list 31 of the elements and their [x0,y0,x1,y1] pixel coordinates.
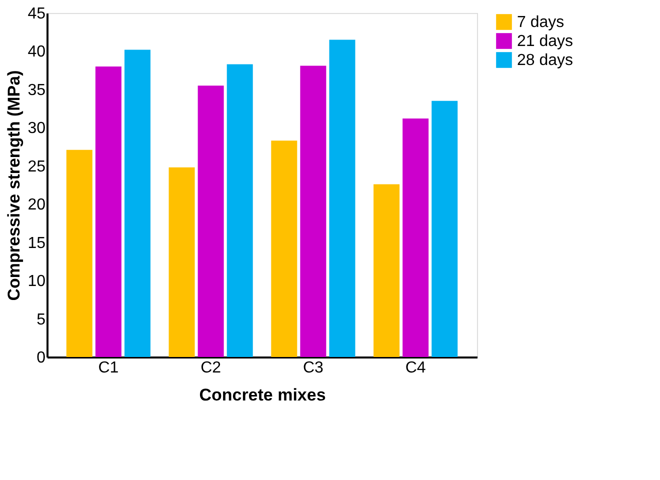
bar [300,66,326,357]
x-axis-title: Concrete mixes [199,386,326,404]
y-tick-label: 0 [36,350,46,366]
bar [198,86,224,357]
x-tick-label: C3 [302,360,324,376]
legend-label: 21 days [517,33,574,50]
bar [329,40,356,357]
x-tick-label: C1 [98,360,119,376]
bar [374,184,400,357]
x-tick-label: C4 [405,360,426,376]
y-tick-label: 35 [28,82,46,99]
bar [95,66,122,357]
y-tick-label: 5 [36,311,46,328]
bar [271,140,298,357]
y-axis-title: Compressive strength (MPa) [4,70,24,301]
x-tick-label: C2 [200,360,222,376]
legend-label: 28 days [517,52,574,69]
y-tick-label: 30 [28,120,46,138]
bar [226,64,253,357]
y-tick-label: 25 [28,158,46,176]
bar [168,167,195,357]
y-tick-label: 40 [28,44,46,61]
y-tick-label: 15 [28,234,46,252]
y-tick-label: 20 [28,196,46,214]
bar [432,100,458,357]
y-tick-label: 45 [28,6,46,22]
y-tick-label: 10 [28,273,46,290]
bar [124,50,150,357]
bar [402,118,429,357]
bar [66,150,92,357]
legend-label: 7 days [517,14,564,31]
